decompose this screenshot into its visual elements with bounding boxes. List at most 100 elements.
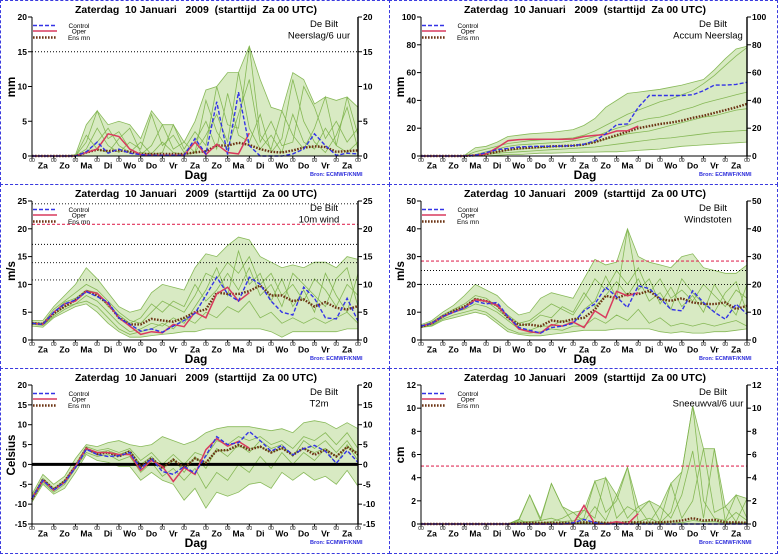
y-tick-label-left: -5 [19, 479, 27, 489]
x-tick-day-label: Do [298, 161, 309, 171]
y-tick-label-left: 8 [411, 426, 416, 436]
y-tick-label-right: 0 [363, 335, 368, 345]
ensemble-member-line [31, 266, 359, 324]
x-tick-hour-label: 00 [505, 158, 511, 164]
x-tick-hour-label: 00 [636, 526, 642, 532]
x-tick-hour-label: 00 [138, 526, 144, 532]
x-tick-hour-label: 00 [440, 526, 446, 532]
x-tick-hour-label: 00 [418, 342, 424, 348]
y-tick-label-right: 12 [752, 380, 762, 390]
y-tick-label-left: 10 [18, 420, 28, 430]
x-tick-hour-label: 00 [592, 158, 598, 164]
ensemble-member-line [420, 266, 748, 327]
x-tick-day-label: Za [38, 161, 48, 171]
x-tick-hour-label: 00 [744, 342, 750, 348]
x-tick-hour-label: 00 [290, 526, 296, 532]
x-tick-hour-label: 00 [116, 526, 122, 532]
x-tick-hour-label: 00 [290, 158, 296, 164]
x-tick-day-label: Vr [558, 161, 567, 171]
panel-wind-gusts: 0 0 10 10 20 20 30 30 40 40 50 50 00 00 00 00 00 00 00 00 00… [389, 184, 778, 369]
panel-10m-wind: 0 0 5 5 10 10 15 15 20 20 25 25 00 00 00 00 00 00 00 00 00 00… [0, 184, 390, 369]
x-tick-day-label: Zo [212, 529, 222, 539]
series-control-line [31, 430, 359, 499]
x-tick-hour-label: 00 [701, 342, 707, 348]
ensemble-max-line [32, 45, 359, 157]
ensemble-envelope [421, 46, 747, 157]
x-tick-day-label: Di [256, 345, 265, 355]
x-tick-hour-label: 00 [181, 526, 187, 532]
series-control-line [31, 275, 359, 333]
y-axis-label: m/s [395, 261, 407, 281]
ensemble-plume [420, 227, 748, 337]
x-tick-day-label: Za [731, 345, 741, 355]
panel-snowfall-6h: 0 0 2 2 4 4 6 6 8 8 10 10 12 12 00 00 00 00 00 00 00 00 00 00 00… [389, 368, 778, 554]
x-tick-hour-label: 00 [355, 526, 361, 532]
x-tick-hour-label: 00 [679, 158, 685, 164]
ensemble-max-line [32, 236, 359, 321]
x-tick-day-label: Zo [59, 345, 69, 355]
y-axis-label: Celsius [6, 435, 18, 476]
x-tick-day-label: Wo [664, 161, 677, 171]
y-tick-label-left: 12 [407, 380, 417, 390]
x-tick-hour-label: 00 [225, 342, 231, 348]
ensemble-member-line [31, 249, 359, 333]
y-tick-label-left: 15 [18, 47, 28, 57]
legend-label: Oper [461, 213, 476, 220]
x-tick-day-label: Vr [558, 345, 567, 355]
x-tick-day-label: Di [104, 161, 113, 171]
y-tick-label-right: 5 [363, 440, 368, 450]
legend-label: Oper [461, 397, 476, 404]
panel-accumulated-precipitation: 0 0 20 20 40 40 60 60 80 80 100 100 00 00 00 00 00 00 00 00… [389, 0, 778, 185]
legend-label: Ens mn [68, 35, 90, 42]
x-tick-hour-label: 00 [116, 342, 122, 348]
y-tick-label-left: 10 [18, 279, 28, 289]
legend-label: Control [69, 391, 91, 398]
x-tick-day-label: Za [190, 161, 200, 171]
x-tick-hour-label: 00 [462, 526, 468, 532]
x-tick-hour-label: 00 [181, 342, 187, 348]
x-tick-day-label: Za [731, 529, 741, 539]
x-tick-hour-label: 00 [527, 526, 533, 532]
x-tick-day-label: Wo [123, 161, 136, 171]
ensemble-plume [421, 45, 748, 157]
y-tick-label-right: 10 [363, 82, 373, 92]
x-tick-hour-label: 00 [116, 158, 122, 164]
legend-label: Control [69, 207, 91, 214]
x-tick-day-label: Za [579, 529, 589, 539]
x-tick-hour-label: 00 [614, 526, 620, 532]
y-tick-label-right: 2 [752, 496, 757, 506]
y-tick-label-left: 10 [18, 82, 28, 92]
x-tick-day-label: Do [535, 161, 546, 171]
x-tick-day-label: Ma [80, 345, 92, 355]
source-credit: Bron: ECMWF/KNMI [310, 540, 363, 546]
x-tick-hour-label: 00 [247, 158, 253, 164]
ensemble-member-line [31, 432, 359, 497]
y-tick-label-right: 5 [363, 307, 368, 317]
x-tick-hour-label: 00 [138, 342, 144, 348]
y-tick-label-left: 100 [402, 12, 416, 22]
y-tick-label-left: 10 [407, 403, 417, 413]
y-tick-label-left: 40 [407, 95, 417, 105]
x-tick-day-label: Wo [275, 345, 288, 355]
x-tick-hour-label: 00 [73, 158, 79, 164]
x-tick-day-label: Za [342, 161, 352, 171]
x-tick-hour-label: 00 [160, 526, 166, 532]
x-tick-hour-label: 00 [225, 158, 231, 164]
y-axis-label: mm [6, 77, 18, 97]
y-tick-label-right: 40 [752, 95, 762, 105]
x-tick-hour-label: 00 [73, 342, 79, 348]
chart-title: Zaterdag 10 Januari 2009 (starttijd Za 0… [75, 373, 317, 384]
x-tick-hour-label: 00 [657, 342, 663, 348]
x-tick-hour-label: 00 [483, 158, 489, 164]
plot-area [421, 405, 748, 526]
y-tick-label-left: 0 [22, 335, 27, 345]
variable-label: Accum Neerslag [673, 31, 743, 42]
variable-label: 10m wind [299, 215, 340, 226]
x-tick-day-label: Do [146, 161, 157, 171]
y-tick-label-right: 20 [363, 12, 373, 22]
